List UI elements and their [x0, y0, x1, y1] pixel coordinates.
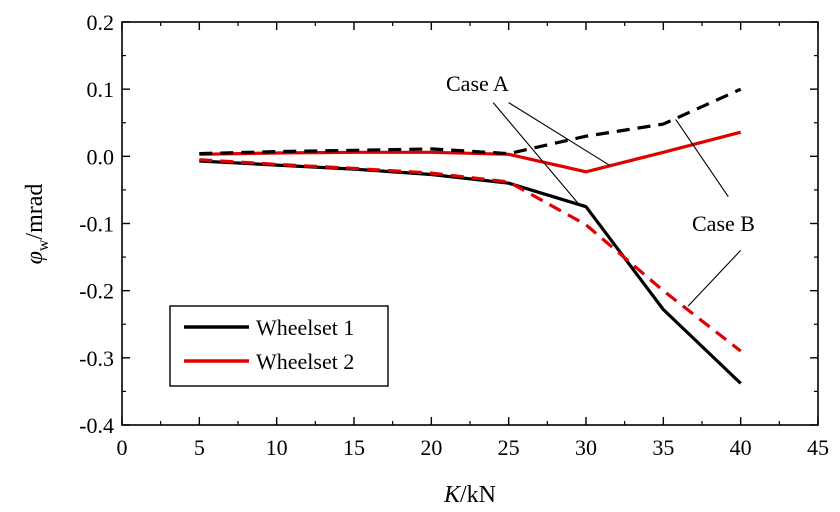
- legend-label-wheelset-1: Wheelset 1: [256, 315, 354, 340]
- series-layer: [199, 87, 742, 385]
- y-tick-label: 0.1: [87, 77, 115, 102]
- x-tick-label: 40: [730, 435, 752, 460]
- legend-label-wheelset-2: Wheelset 2: [256, 349, 354, 374]
- axis-ticks: [121, 21, 819, 426]
- x-tick-label: 20: [420, 435, 442, 460]
- y-tick-label: -0.3: [79, 346, 114, 371]
- leader-case-b-2: [687, 249, 742, 307]
- y-axis-title: φw/mrad: [22, 184, 52, 265]
- annotation-case-a: Case A: [446, 71, 509, 96]
- leader-case-a-2: [508, 102, 610, 166]
- legend-box: [169, 305, 389, 387]
- x-axis-title: K/kN: [443, 482, 496, 508]
- series-line-case-b-wheelset-1: [199, 87, 742, 156]
- annotation-case-b: Case B: [692, 211, 755, 236]
- leader-case-a-1: [492, 102, 581, 206]
- y-tick-label: 0.0: [87, 144, 115, 169]
- legend: Wheelset 1 Wheelset 2: [169, 305, 389, 387]
- x-tick-label: 35: [652, 435, 674, 460]
- x-tick-label: 0: [117, 435, 128, 460]
- x-tick-label: 30: [575, 435, 597, 460]
- y-tick-label: -0.2: [79, 279, 114, 304]
- leader-case-b-1: [675, 119, 729, 197]
- annotation-leader-lines: [492, 102, 742, 307]
- tick-labels: 0 5 10 15 20 25 30 35 40 45 -0.4 -0.3 -0.2 -0.1 0.0 0.1…: [79, 10, 829, 460]
- x-tick-label: 25: [498, 435, 520, 460]
- series-line-case-b-wheelset-2: [199, 158, 742, 353]
- y-tick-label: 0.2: [87, 10, 115, 35]
- x-tick-label: 15: [343, 435, 365, 460]
- x-tick-label: 45: [807, 435, 829, 460]
- y-tick-label: -0.1: [79, 212, 114, 237]
- y-tick-label: -0.4: [79, 413, 114, 438]
- x-tick-label: 10: [266, 435, 288, 460]
- x-tick-label: 5: [194, 435, 205, 460]
